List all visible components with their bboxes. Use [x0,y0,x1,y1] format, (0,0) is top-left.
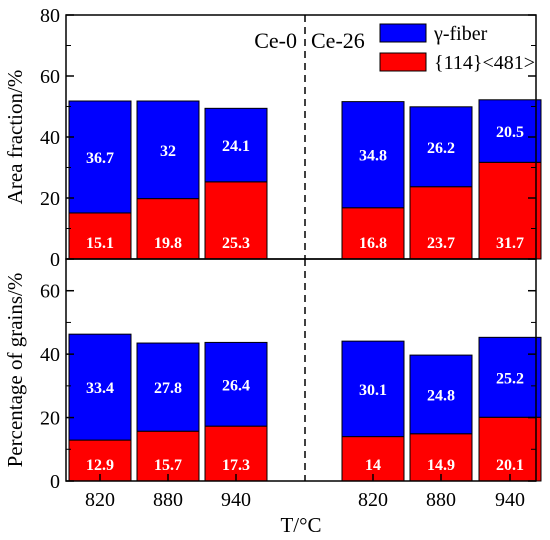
bar-label-gamma-fiber: 24.1 [222,138,250,155]
bar-gamma-fiber [478,336,542,418]
bar-label-114-481: 15.7 [154,457,182,474]
bar-gamma-fiber [136,342,200,432]
bar-label-114-481: 12.9 [86,457,114,474]
legend-swatch-gamma-fiber [379,23,427,43]
bar-label-gamma-fiber: 32 [160,143,176,160]
bar-114-481 [409,186,473,260]
x-tick-label: 940 [221,489,251,511]
legend: γ-fiber {114}<481> [379,23,535,74]
panel-2: 12.9 33.4 15.7 27.8 17.3 26.4 14 30.1 14.9 24.8 20… [3,258,542,493]
bar-114-481 [341,207,405,260]
bar-gamma-fiber [341,340,405,438]
y-tick-label: 80 [40,5,60,27]
bar-label-114-481: 14 [365,457,381,474]
bar-gamma-fiber [478,99,542,163]
bar-114-481 [204,181,268,260]
bar-label-gamma-fiber: 34.8 [359,148,387,165]
bar-label-114-481: 19.8 [154,235,182,252]
bar-114-481 [478,416,542,482]
y-tick-label: 40 [40,344,60,366]
y-tick-label: 20 [40,188,60,210]
bar-label-gamma-fiber: 27.8 [154,380,182,397]
bar-label-gamma-fiber: 24.8 [427,387,455,404]
x-tick-label: 880 [153,489,183,511]
bar-114-481 [68,212,132,260]
bar-label-114-481: 23.7 [427,235,455,252]
plot-frame [65,258,537,482]
x-tick-label: 820 [85,489,115,511]
bar-label-114-481: 25.3 [222,235,250,252]
bar-label-gamma-fiber: 25.2 [496,370,524,387]
y-axis-title: Area fraction/% [3,70,27,205]
bar-114-481 [136,430,200,482]
bar-gamma-fiber [341,101,405,209]
bar-gamma-fiber [409,354,473,435]
bar-label-114-481: 17.3 [222,457,250,474]
bar-label-gamma-fiber: 36.7 [86,150,114,167]
x-axis-tick-labels: 820 880 940 820 880 940 [85,474,525,511]
x-tick-label: 880 [426,489,456,511]
bar-label-114-481: 15.1 [86,235,114,252]
y-axis-title: Percentage of grains/% [3,273,27,468]
bar-label-114-481: 31.7 [496,235,524,252]
legend-label-gamma-fiber: γ-fiber [433,23,488,45]
bar-label-gamma-fiber: 33.4 [86,380,114,397]
panel-1: 15.1 36.7 19.8 32 25.3 24.1 16.8 34.8 23.7 26.2 31… [3,5,542,271]
bar-114-481 [136,198,200,260]
y-tick-label: 0 [50,249,60,271]
bar-gamma-fiber [136,100,200,200]
y-tick-label: 60 [40,66,60,88]
y-tick-label: 20 [40,408,60,430]
legend-swatch-114-481 [379,52,427,72]
bar-label-gamma-fiber: 30.1 [359,382,387,399]
x-tick-label: 940 [495,489,525,511]
y-tick-label: 40 [40,127,60,149]
bar-label-gamma-fiber: 26.4 [222,377,250,394]
bar-114-481 [341,436,405,482]
bar-gamma-fiber [68,333,132,441]
bar-gamma-fiber [204,107,268,183]
bar-gamma-fiber [409,106,473,188]
bar-label-114-481: 14.9 [427,457,455,474]
group-label-ce-26: Ce-26 [311,28,365,53]
legend-label-114-481: {114}<481> [434,52,535,74]
y-tick-label: 60 [40,281,60,303]
group-label-ce-0: Ce-0 [254,28,297,53]
bar-label-gamma-fiber: 26.2 [427,140,455,157]
y-tick-label: 0 [50,471,60,493]
bar-label-114-481: 20.1 [496,457,524,474]
x-axis-title: T/°C [280,513,321,537]
x-tick-label: 820 [358,489,388,511]
bar-label-114-481: 16.8 [359,235,387,252]
chart-panels: 15.1 36.7 19.8 32 25.3 24.1 16.8 34.8 23.7 26.2 31… [3,5,542,493]
bar-gamma-fiber [68,100,132,214]
bar-label-gamma-fiber: 20.5 [496,124,524,141]
bar-gamma-fiber [204,341,268,427]
